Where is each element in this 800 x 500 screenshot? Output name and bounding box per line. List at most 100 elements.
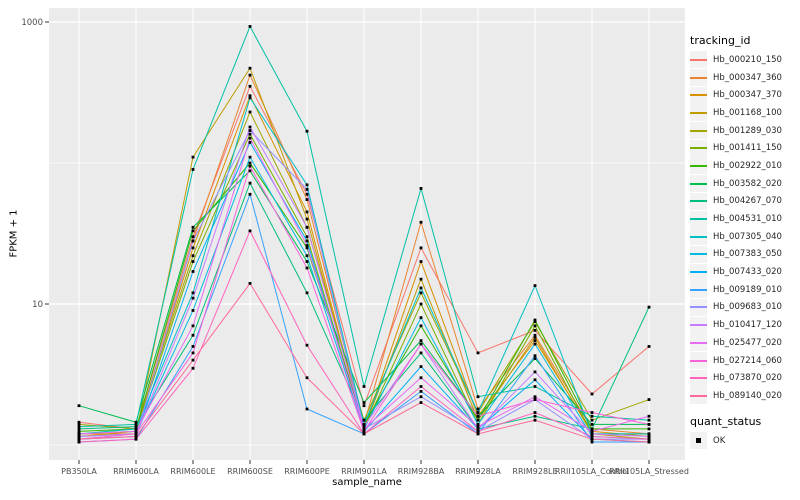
data-point [191,291,195,295]
data-point [305,254,309,258]
data-point [77,437,81,441]
legend-panel: tracking_id Hb_000210_150 Hb_000347_360 Hb… [690,34,800,450]
series-color-line-icon [690,271,707,274]
data-point [533,398,537,401]
data-point [248,125,252,129]
series-color-line-icon [690,341,707,344]
data-point [77,435,81,438]
legend-item: Hb_007305_040 [690,228,800,246]
series-color-line-icon [690,200,707,203]
legend-key-box [690,69,707,87]
data-point [248,192,252,196]
data-point [533,335,537,339]
ok-point-icon [696,438,701,444]
data-point [305,260,309,263]
series-color-line-icon [690,164,707,167]
series-color-line-icon [690,288,707,291]
legend-key-box [690,122,707,140]
data-point [533,320,537,324]
data-point [362,429,366,433]
data-point [647,414,651,418]
legend-item-label: Hb_089140_020 [713,390,782,401]
data-point [476,411,480,414]
x-tick-label: RRIM600LA [113,467,159,476]
data-point [362,404,366,408]
legend-item-label: Hb_001289_030 [713,125,782,136]
data-point [305,266,309,270]
legend-item: Hb_004531_010 [690,210,800,228]
legend-item-label: Hb_004531_010 [713,214,782,225]
data-point [248,84,252,88]
legend-key-box [690,369,707,387]
legend-item-label: Hb_025477_020 [713,337,782,348]
y-axis-title: FPKM + 1 [8,209,20,258]
data-point [533,354,537,358]
x-tick-label: RRIM928LA [455,467,501,476]
data-point [134,420,138,424]
data-point [305,210,309,214]
x-tick-label: RRII105LA_Stressed [609,467,689,476]
data-point [305,246,309,250]
data-point [305,225,309,229]
legend-section-quant-status: quant_status OK [690,415,800,450]
legend-item: Hb_009683_010 [690,298,800,317]
data-point [191,366,195,370]
data-point [191,246,195,250]
data-point [248,66,252,70]
legend-item: Hb_073870_020 [690,369,800,387]
series-color-line-icon [690,253,707,256]
y-tick-label: 1000 [21,18,43,28]
legend-key-box [690,157,707,175]
legend-item-label: Hb_010417_120 [713,320,782,331]
data-point [419,291,423,295]
data-point [248,25,252,28]
legend-item: Hb_000347_370 [690,86,800,104]
legend-title-tracking-id: tracking_id [690,34,751,47]
data-point [476,425,480,429]
data-point [305,244,309,247]
data-point [419,385,423,388]
data-point [419,389,423,393]
legend-item: Hb_007383_050 [690,245,800,264]
series-color-line-icon [690,324,707,327]
data-point [476,432,480,436]
x-tick-label: RRIM928LE [512,467,557,476]
legend-item-label: OK [713,435,726,446]
data-point [362,401,366,404]
legend-item-label: Hb_001411_150 [713,143,782,154]
x-tick-label: RRIM928BA [398,467,445,476]
data-point [248,281,252,285]
data-point [191,309,195,312]
series-color-line-icon [690,377,707,380]
data-point [647,432,651,436]
data-point [305,376,309,380]
data-point [191,260,195,263]
data-point [419,260,423,263]
data-point [362,385,366,388]
data-point [419,401,423,404]
series-color-line-icon [690,94,707,97]
data-point [248,229,252,233]
data-point [476,407,480,411]
data-point [248,181,252,185]
x-tick-label: RRII105LA_Control [555,467,629,476]
series-color-line-icon [690,58,707,61]
data-point [77,425,81,429]
legend-item-label: Hb_000347_370 [713,90,782,101]
data-point [305,198,309,202]
data-point [533,333,537,337]
series-color-line-icon [690,235,707,238]
data-point [248,136,252,140]
data-point [533,284,537,288]
data-point [191,239,195,243]
data-point [134,435,138,438]
legend-item: Hb_001289_030 [690,122,800,140]
series-color-line-icon [690,129,707,132]
data-point [305,187,309,191]
data-point [533,328,537,332]
data-point [647,435,651,438]
data-point [533,357,537,360]
legend-item-label: Hb_007433_020 [713,267,782,278]
data-point [647,440,651,444]
